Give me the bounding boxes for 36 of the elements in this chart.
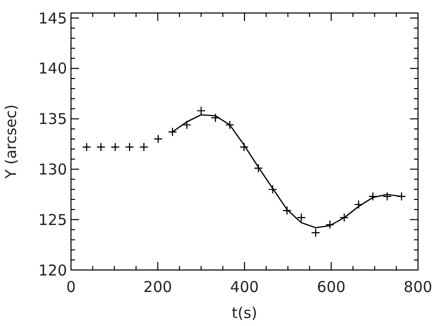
point (382, 192, 392, 201)
point (82, 142, 92, 152)
point (340, 213, 349, 222)
point (196, 106, 206, 116)
y-tick-label: 135 (38, 110, 67, 128)
point (296, 213, 306, 222)
point (368, 192, 378, 201)
point (354, 200, 364, 210)
point (268, 184, 278, 194)
point (154, 134, 163, 144)
point (168, 127, 178, 136)
y-tick-label: 125 (38, 210, 67, 229)
x-tick-label: 200 (143, 278, 172, 296)
point (254, 164, 263, 173)
y-tick-label: 145 (38, 9, 67, 28)
point (396, 192, 406, 201)
x-tick-label: 0 (66, 278, 76, 296)
point (325, 220, 334, 230)
point (282, 206, 292, 216)
x-tick-label: 600 (316, 278, 346, 296)
y-tick-label: 140 (38, 60, 67, 78)
x-tick-label: 800 (404, 278, 432, 296)
point (125, 142, 134, 152)
point (110, 142, 120, 152)
y-tick-label: 130 (38, 160, 67, 178)
point (240, 142, 249, 152)
point (210, 113, 220, 122)
point (96, 142, 106, 152)
y-axis-title: Y (arcsec) (2, 104, 20, 180)
x-tick-label: 400 (230, 278, 259, 296)
point (225, 120, 234, 130)
point (182, 120, 192, 130)
y-tick-label: 120 (38, 261, 67, 280)
x-axis-title: t(s) (232, 304, 258, 322)
point (311, 228, 320, 238)
point (139, 142, 148, 152)
